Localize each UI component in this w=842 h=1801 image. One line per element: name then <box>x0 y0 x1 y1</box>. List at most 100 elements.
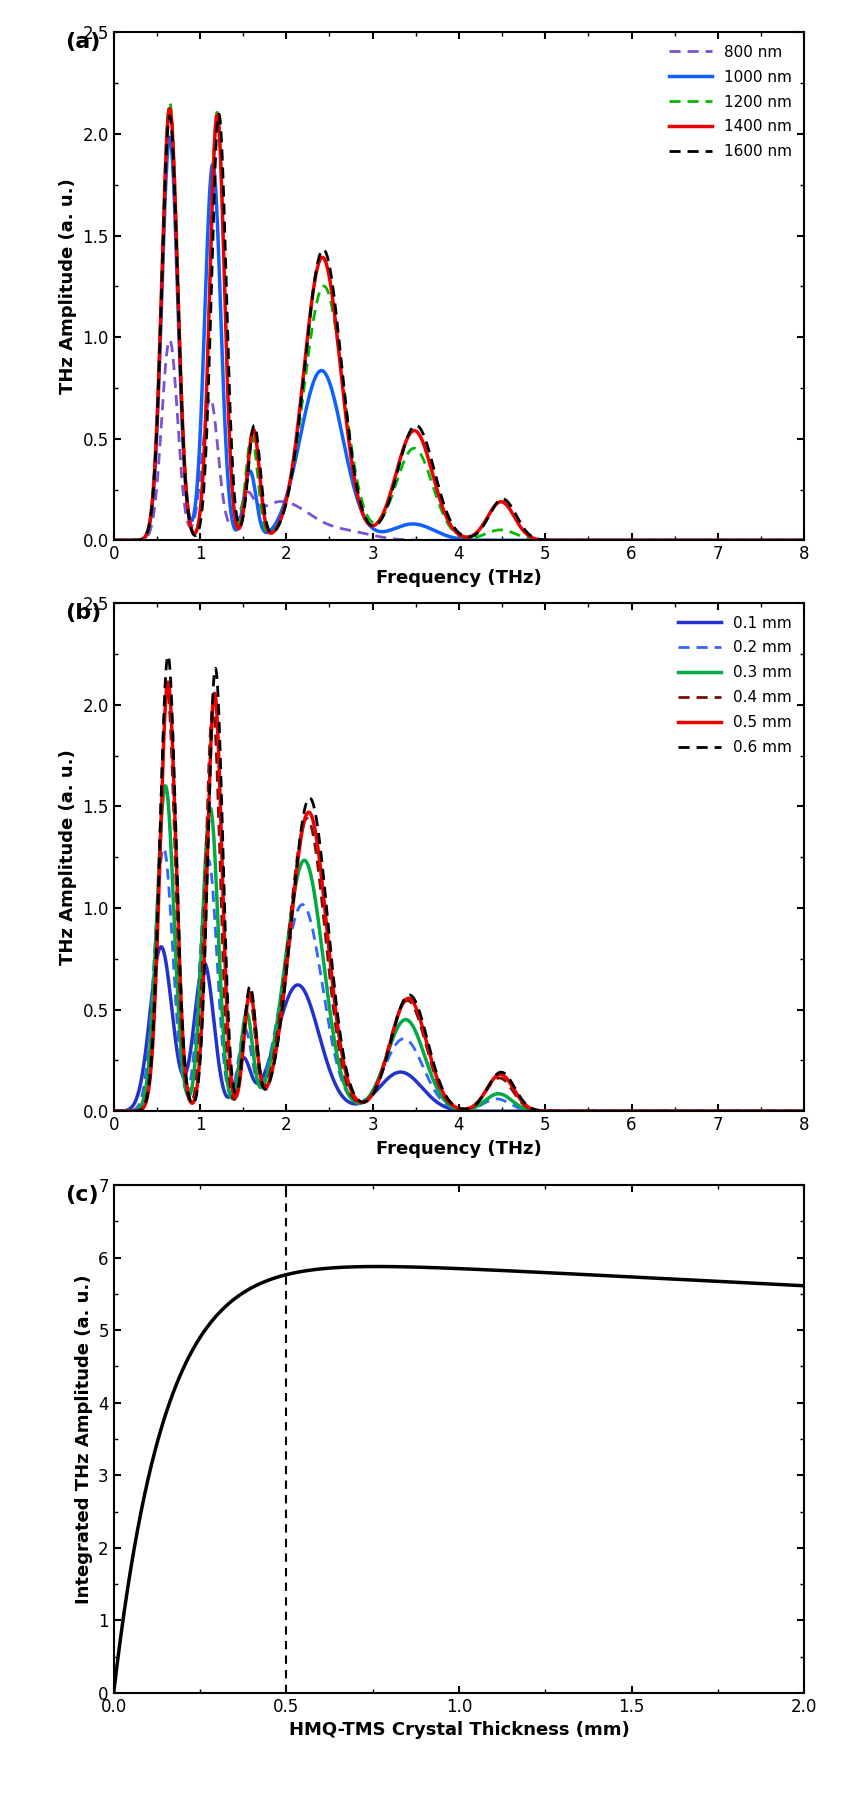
0.5 mm <box>799 1100 809 1122</box>
0.3 mm <box>786 1100 796 1122</box>
0.4 mm <box>786 1100 796 1122</box>
0.4 mm <box>374 1068 384 1090</box>
1400 nm <box>711 529 722 551</box>
0.6 mm <box>188 1093 198 1115</box>
1200 nm <box>188 520 198 542</box>
0.1 mm <box>228 1077 238 1099</box>
1400 nm <box>403 425 413 447</box>
0.3 mm <box>374 1068 384 1090</box>
1600 nm <box>214 103 224 124</box>
0.1 mm <box>109 1100 119 1122</box>
0.3 mm <box>109 1100 119 1122</box>
1000 nm <box>403 513 413 535</box>
1000 nm <box>164 126 174 148</box>
Text: (b): (b) <box>66 603 102 623</box>
1600 nm <box>403 423 413 445</box>
0.1 mm <box>188 1023 198 1045</box>
1400 nm <box>188 520 198 542</box>
Line: 1000 nm: 1000 nm <box>114 137 804 540</box>
0.5 mm <box>163 672 173 693</box>
Line: 1400 nm: 1400 nm <box>114 108 804 540</box>
1600 nm <box>786 529 796 551</box>
0.1 mm <box>711 1100 722 1122</box>
0.2 mm <box>786 1100 796 1122</box>
Line: 1600 nm: 1600 nm <box>114 113 804 540</box>
1400 nm <box>799 529 809 551</box>
Line: 1200 nm: 1200 nm <box>114 103 804 540</box>
1200 nm <box>374 511 384 533</box>
0.5 mm <box>228 1082 238 1104</box>
0.6 mm <box>109 1100 119 1122</box>
1200 nm <box>799 529 809 551</box>
Legend: 800 nm, 1000 nm, 1200 nm, 1400 nm, 1600 nm: 800 nm, 1000 nm, 1200 nm, 1400 nm, 1600 … <box>664 40 797 164</box>
0.1 mm <box>403 1064 413 1086</box>
0.2 mm <box>109 1100 119 1122</box>
Y-axis label: THz Amplitude (a. u.): THz Amplitude (a. u.) <box>59 178 77 394</box>
1000 nm <box>109 529 119 551</box>
0.4 mm <box>162 679 172 701</box>
X-axis label: Frequency (THz): Frequency (THz) <box>376 569 541 587</box>
0.6 mm <box>786 1100 796 1122</box>
0.2 mm <box>374 1068 384 1090</box>
800 nm <box>188 513 198 535</box>
1200 nm <box>164 92 174 113</box>
1600 nm <box>799 529 809 551</box>
Line: 0.1 mm: 0.1 mm <box>114 947 804 1111</box>
1400 nm <box>374 511 384 533</box>
1200 nm <box>109 529 119 551</box>
1600 nm <box>711 529 722 551</box>
0.3 mm <box>228 1086 238 1108</box>
0.2 mm <box>799 1100 809 1122</box>
Text: (a): (a) <box>66 32 101 52</box>
0.5 mm <box>711 1100 722 1122</box>
1000 nm <box>374 520 384 542</box>
1000 nm <box>799 529 809 551</box>
0.5 mm <box>188 1091 198 1113</box>
Line: 0.2 mm: 0.2 mm <box>114 848 804 1111</box>
1400 nm <box>228 495 238 517</box>
Y-axis label: THz Amplitude (a. u.): THz Amplitude (a. u.) <box>59 749 77 965</box>
1400 nm <box>109 529 119 551</box>
1000 nm <box>228 515 238 537</box>
0.1 mm <box>374 1077 384 1099</box>
0.2 mm <box>403 1030 413 1052</box>
0.2 mm <box>188 1054 198 1075</box>
Text: (c): (c) <box>66 1185 99 1205</box>
Y-axis label: Integrated THz Amplitude (a. u.): Integrated THz Amplitude (a. u.) <box>75 1275 93 1603</box>
0.1 mm <box>156 937 166 958</box>
0.5 mm <box>786 1100 796 1122</box>
800 nm <box>164 330 174 351</box>
0.5 mm <box>403 987 413 1009</box>
0.4 mm <box>711 1100 722 1122</box>
Line: 0.4 mm: 0.4 mm <box>114 690 804 1111</box>
0.6 mm <box>711 1100 722 1122</box>
1600 nm <box>374 513 384 535</box>
0.5 mm <box>109 1100 119 1122</box>
0.4 mm <box>403 991 413 1012</box>
0.6 mm <box>374 1072 384 1093</box>
0.1 mm <box>786 1100 796 1122</box>
0.4 mm <box>228 1088 238 1109</box>
0.6 mm <box>799 1100 809 1122</box>
0.3 mm <box>799 1100 809 1122</box>
800 nm <box>786 529 796 551</box>
0.3 mm <box>403 1010 413 1032</box>
Line: 0.6 mm: 0.6 mm <box>114 656 804 1111</box>
Line: 0.3 mm: 0.3 mm <box>114 785 804 1111</box>
1600 nm <box>188 522 198 544</box>
0.1 mm <box>799 1100 809 1122</box>
800 nm <box>109 529 119 551</box>
0.4 mm <box>799 1100 809 1122</box>
1000 nm <box>711 529 722 551</box>
Legend: 0.1 mm, 0.2 mm, 0.3 mm, 0.4 mm, 0.5 mm, 0.6 mm: 0.1 mm, 0.2 mm, 0.3 mm, 0.4 mm, 0.5 mm, … <box>674 611 797 760</box>
0.3 mm <box>711 1100 722 1122</box>
X-axis label: HMQ-TMS Crystal Thickness (mm): HMQ-TMS Crystal Thickness (mm) <box>289 1722 629 1740</box>
0.2 mm <box>158 837 168 859</box>
1400 nm <box>786 529 796 551</box>
1000 nm <box>786 529 796 551</box>
800 nm <box>228 515 238 537</box>
1400 nm <box>164 97 174 119</box>
1200 nm <box>711 529 722 551</box>
1000 nm <box>188 508 198 529</box>
0.4 mm <box>109 1100 119 1122</box>
